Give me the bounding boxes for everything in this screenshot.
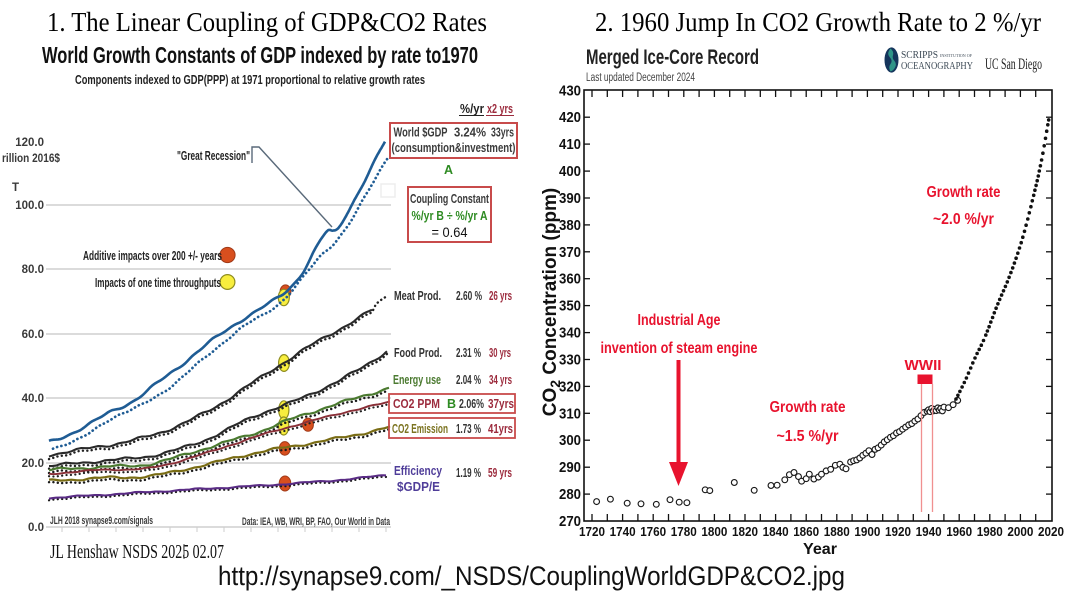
svg-text:2.31 %: 2.31 %	[456, 346, 481, 360]
svg-text:80.0: 80.0	[22, 264, 44, 276]
svg-text:%/yr: %/yr	[460, 102, 484, 116]
svg-text:World $GDP: World $GDP	[394, 126, 448, 140]
svg-text:~2.0 %/yr: ~2.0 %/yr	[933, 211, 994, 228]
svg-text:%/yr B ÷ %/yr A: %/yr B ÷ %/yr A	[412, 209, 488, 223]
svg-text:= 0.64: = 0.64	[432, 225, 468, 240]
svg-text:1840: 1840	[763, 525, 789, 539]
svg-text:0.0: 0.0	[28, 522, 44, 534]
svg-text:3.24%: 3.24%	[454, 126, 486, 140]
svg-text:370: 370	[559, 245, 581, 261]
svg-text:http://synapse9.com/_NSDS/Coup: http://synapse9.com/_NSDS/CouplingWorldG…	[218, 561, 845, 591]
svg-text:360: 360	[559, 272, 581, 288]
svg-text:Impacts of one time throughput: Impacts of one time throughputs	[95, 276, 221, 290]
svg-text:1.73 %: 1.73 %	[456, 422, 481, 436]
svg-text:1920: 1920	[885, 525, 911, 539]
svg-text:40.0: 40.0	[22, 393, 44, 405]
svg-text:JL Henshaw NSDS 2025 02.07: JL Henshaw NSDS 2025 02.07	[50, 541, 224, 563]
svg-text:1880: 1880	[824, 525, 850, 539]
svg-text:2.60 %: 2.60 %	[456, 289, 482, 303]
svg-text:1780: 1780	[671, 525, 697, 539]
svg-text:CO2 Concentration (ppm): CO2 Concentration (ppm)	[540, 188, 563, 416]
svg-text:WWII: WWII	[905, 357, 942, 374]
svg-text:Industrial Age: Industrial Age	[638, 312, 721, 329]
svg-text:x2 yrs: x2 yrs	[487, 102, 513, 116]
svg-text:1940: 1940	[916, 525, 942, 539]
svg-text:1760: 1760	[640, 525, 666, 539]
svg-text:Efficiency: Efficiency	[394, 463, 443, 478]
svg-text:420: 420	[559, 110, 581, 126]
svg-text:Last updated December 2024: Last updated December 2024	[586, 72, 695, 84]
svg-text:100.0: 100.0	[15, 200, 44, 212]
svg-text:T: T	[12, 182, 19, 194]
svg-text:CO2 Emission: CO2 Emission	[392, 422, 448, 436]
svg-text:1860: 1860	[793, 525, 819, 539]
svg-text:1800: 1800	[701, 525, 727, 539]
svg-text:33yrs: 33yrs	[491, 126, 514, 140]
svg-text:310: 310	[559, 406, 581, 422]
svg-text:Data: IEA, WB, WRI, BP, FAO, O: Data: IEA, WB, WRI, BP, FAO, Our World i…	[242, 516, 391, 528]
svg-text:1980: 1980	[977, 525, 1003, 539]
svg-text:UC San Diego: UC San Diego	[985, 56, 1042, 73]
svg-text:1820: 1820	[732, 525, 758, 539]
svg-text:30 yrs: 30 yrs	[489, 346, 511, 360]
svg-text:1740: 1740	[610, 525, 636, 539]
svg-text:26 yrs: 26 yrs	[489, 289, 512, 303]
svg-text:350: 350	[559, 299, 581, 315]
svg-text:INSTITUTION OF: INSTITUTION OF	[940, 53, 972, 58]
svg-text:430: 430	[559, 83, 581, 99]
svg-text:2000: 2000	[1007, 525, 1033, 539]
svg-text:390: 390	[559, 191, 581, 207]
svg-text:20.0: 20.0	[22, 458, 44, 470]
svg-text:Additive impacts over 200 +/-: Additive impacts over 200 +/- years	[83, 249, 222, 263]
svg-text:340: 340	[559, 326, 581, 342]
svg-text:Coupling Constant: Coupling Constant	[410, 192, 490, 206]
svg-text:380: 380	[559, 218, 581, 234]
svg-text:1720: 1720	[579, 525, 605, 539]
svg-text:290: 290	[559, 460, 581, 476]
svg-text:"Great Recession": "Great Recession"	[177, 148, 250, 163]
svg-text:SCRIPPS: SCRIPPS	[901, 49, 938, 61]
svg-text:Growth rate: Growth rate	[770, 399, 846, 416]
svg-text:Food Prod.: Food Prod.	[394, 346, 442, 360]
svg-text:~1.5 %/yr: ~1.5 %/yr	[777, 428, 839, 445]
svg-text:OCEANOGRAPHY: OCEANOGRAPHY	[901, 61, 973, 72]
svg-text:320: 320	[559, 379, 581, 395]
svg-text:$GDP/E: $GDP/E	[397, 479, 440, 494]
svg-text:Components indexed to GDP(PPP): Components indexed to GDP(PPP) at 1971 p…	[75, 73, 425, 87]
svg-text:330: 330	[559, 352, 581, 368]
svg-text:120.0: 120.0	[15, 137, 44, 149]
svg-text:1.19 %: 1.19 %	[456, 466, 481, 480]
svg-text:270: 270	[559, 514, 581, 530]
svg-text:Growth rate: Growth rate	[927, 184, 1001, 201]
svg-text:Year: Year	[803, 541, 837, 558]
svg-text:(consumption&investment): (consumption&investment)	[392, 141, 516, 155]
svg-text:CO2 PPM: CO2 PPM	[393, 397, 440, 411]
svg-text:1900: 1900	[854, 525, 880, 539]
svg-text:Meat Prod.: Meat Prod.	[394, 289, 441, 303]
svg-text:1960: 1960	[946, 525, 972, 539]
svg-text:World Growth Constants of GDP: World Growth Constants of GDP indexed by…	[42, 42, 478, 68]
svg-text:37yrs: 37yrs	[488, 397, 514, 411]
svg-text:invention of steam engine: invention of steam engine	[601, 340, 758, 357]
svg-text:60.0: 60.0	[22, 329, 44, 341]
svg-text:rillion 2016$: rillion 2016$	[2, 153, 61, 165]
svg-text:Merged Ice-Core Record: Merged Ice-Core Record	[586, 46, 759, 69]
svg-text:2. 1960 Jump In CO2 Growth Rat: 2. 1960 Jump In CO2 Growth Rate to 2 %/y…	[595, 7, 1041, 37]
svg-text:41yrs: 41yrs	[488, 422, 513, 436]
svg-text:A: A	[444, 163, 453, 177]
svg-text:Energy use: Energy use	[393, 373, 441, 387]
svg-text:JLH 2018 synapse9.com/signals: JLH 2018 synapse9.com/signals	[50, 515, 153, 527]
svg-text:1. The Linear Coupling of GDP&: 1. The Linear Coupling of GDP&CO2 Rates	[47, 7, 487, 37]
svg-text:2.04 %: 2.04 %	[456, 373, 481, 387]
svg-text:280: 280	[559, 487, 581, 503]
svg-text:2020: 2020	[1038, 525, 1064, 539]
svg-text:34 yrs: 34 yrs	[489, 373, 512, 387]
svg-text:410: 410	[559, 137, 581, 153]
svg-text:400: 400	[559, 164, 581, 180]
svg-text:2.06%: 2.06%	[459, 397, 484, 411]
svg-text:300: 300	[559, 433, 581, 449]
svg-text:B: B	[447, 397, 456, 411]
svg-text:59 yrs: 59 yrs	[488, 466, 512, 480]
